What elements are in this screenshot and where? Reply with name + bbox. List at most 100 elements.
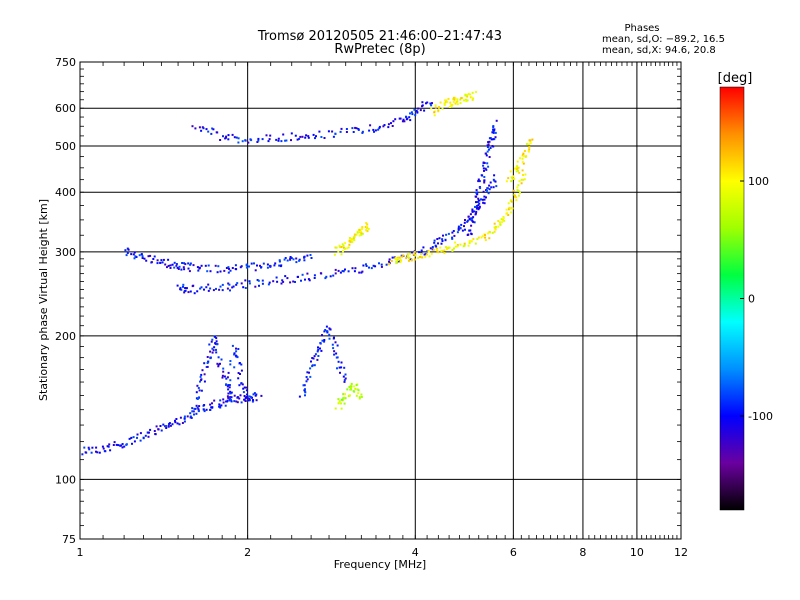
data-point (226, 395, 229, 398)
data-point (466, 220, 469, 223)
data-point (517, 189, 520, 192)
data-point (354, 126, 357, 129)
data-point (306, 378, 309, 381)
data-point (515, 196, 518, 199)
data-point (430, 252, 433, 255)
data-point (472, 97, 475, 100)
data-point (230, 391, 233, 394)
data-point (387, 123, 390, 126)
data-point (227, 388, 230, 391)
data-point (478, 205, 481, 208)
data-point (469, 229, 472, 232)
data-point (368, 129, 371, 132)
data-point (408, 116, 411, 119)
data-point (253, 392, 256, 395)
data-point (440, 242, 443, 245)
data-point (200, 129, 203, 132)
data-point (486, 162, 489, 165)
data-point (453, 98, 456, 101)
data-point (460, 223, 463, 226)
data-point (418, 251, 421, 254)
data-point (328, 333, 331, 336)
data-point (522, 154, 525, 157)
data-point (365, 222, 368, 224)
data-point (493, 230, 496, 233)
data-point (456, 231, 459, 234)
data-point (198, 405, 201, 408)
data-point (183, 262, 186, 265)
data-point (358, 234, 361, 237)
data-point (459, 102, 462, 105)
data-point (183, 415, 186, 418)
data-point (214, 335, 217, 338)
data-point (431, 102, 433, 105)
data-point (447, 246, 450, 249)
data-point (335, 356, 338, 359)
data-point (489, 137, 492, 140)
data-point (245, 386, 248, 389)
data-point (516, 167, 519, 170)
data-point (492, 186, 495, 189)
data-point (430, 104, 433, 107)
colorbar-tick-label: -100 (748, 410, 773, 423)
data-point (451, 104, 454, 106)
data-point (452, 96, 455, 99)
data-point (492, 131, 495, 134)
data-point (177, 268, 180, 270)
data-point (499, 223, 502, 226)
data-point (459, 98, 462, 101)
data-point (91, 446, 94, 449)
data-point (208, 343, 211, 346)
data-point (348, 386, 351, 388)
data-point (358, 271, 361, 274)
data-point (240, 363, 243, 366)
data-point (411, 258, 414, 261)
data-point (507, 208, 510, 211)
data-point (113, 441, 116, 444)
data-point (178, 423, 181, 426)
data-point (468, 241, 471, 244)
data-point (338, 246, 341, 249)
data-point (210, 132, 213, 135)
data-point (281, 279, 284, 282)
data-point (452, 98, 455, 101)
data-point (278, 264, 281, 267)
data-point (198, 389, 201, 392)
data-point (256, 279, 259, 281)
data-point (258, 284, 260, 287)
data-point (209, 357, 212, 360)
data-point (523, 150, 526, 152)
data-point (350, 382, 353, 385)
data-point (254, 394, 257, 397)
data-point (178, 265, 181, 268)
data-point (332, 347, 335, 350)
data-point (351, 241, 354, 244)
data-point (434, 244, 437, 247)
data-point (407, 253, 410, 256)
data-point (141, 257, 144, 259)
x-tick-label: 12 (674, 546, 688, 559)
data-point (268, 281, 271, 284)
data-point (227, 282, 230, 285)
data-point (519, 157, 521, 160)
data-point (312, 357, 315, 360)
data-point (357, 392, 360, 395)
data-point (453, 234, 456, 237)
data-point (304, 388, 306, 391)
data-point (350, 388, 353, 391)
data-point (347, 270, 350, 273)
data-point (324, 277, 327, 280)
data-point (254, 269, 257, 272)
data-point (361, 232, 364, 235)
data-point (494, 228, 497, 231)
data-point (493, 226, 496, 229)
data-point (229, 379, 232, 382)
data-point (133, 251, 136, 254)
data-point (103, 450, 106, 453)
data-point (475, 212, 477, 215)
data-point (421, 101, 424, 104)
data-point (522, 162, 525, 165)
data-point (182, 283, 185, 286)
data-point (510, 180, 513, 183)
